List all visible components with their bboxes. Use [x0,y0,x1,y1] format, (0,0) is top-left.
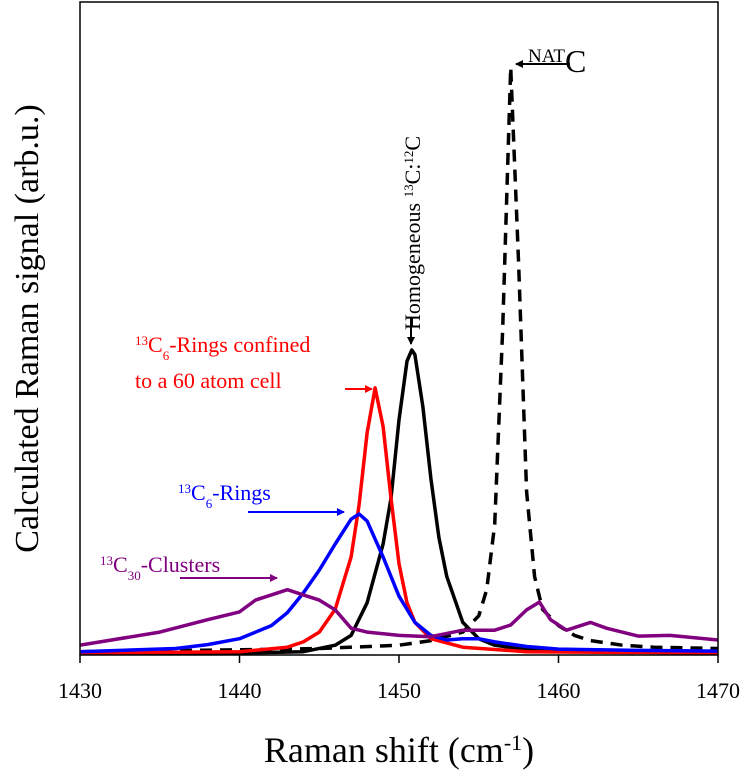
text-part: 13 [178,481,191,496]
text-part: 6 [163,348,170,363]
annotation: Homogeneous 13C:12C [400,136,425,330]
x-axis-title: Raman shift (cm-1) [264,730,534,771]
text-part: Raman shift (cm [264,730,504,770]
text-part: 30 [128,568,141,583]
annotation: NATC [528,43,586,79]
text-part: C [113,552,128,577]
series-line [80,386,718,655]
annotation: to a 60 atom cell [135,368,282,393]
x-tick-label: 1450 [377,678,421,703]
text-part: C [191,480,206,505]
x-tick-label: 1460 [537,678,581,703]
series-line [80,65,718,654]
text-part: -1 [504,730,522,755]
series-line [80,587,718,647]
text-part: ) [522,730,534,770]
text-part: 13 [100,553,113,568]
text-part: 12 [401,151,416,164]
text-part: 13 [401,184,416,197]
text-part: C [148,332,163,357]
x-tick-label: 1430 [58,678,102,703]
annotation: 13C6-Rings [178,480,271,511]
text-part: Homogeneous [400,197,425,330]
annotation: 13C30-Clusters [100,552,220,583]
text-part: -Rings confined [169,332,310,357]
annotation: 13C6-Rings confined [135,332,310,363]
text-part: to a 60 atom cell [135,368,282,393]
series-line [80,348,718,655]
text-part: NAT [528,46,565,67]
x-tick-label: 1440 [218,678,262,703]
text-part: C [565,43,586,79]
y-axis-title: Calculated Raman signal (arb.u.) [9,104,46,552]
text-part: -Rings [212,480,271,505]
text-part: C [400,136,425,151]
text-part: C: [400,164,425,185]
series-line [80,512,718,654]
text-part: 6 [206,496,213,511]
x-tick-label: 1470 [696,678,740,703]
text-part: 13 [135,333,148,348]
text-part: -Clusters [141,552,220,577]
